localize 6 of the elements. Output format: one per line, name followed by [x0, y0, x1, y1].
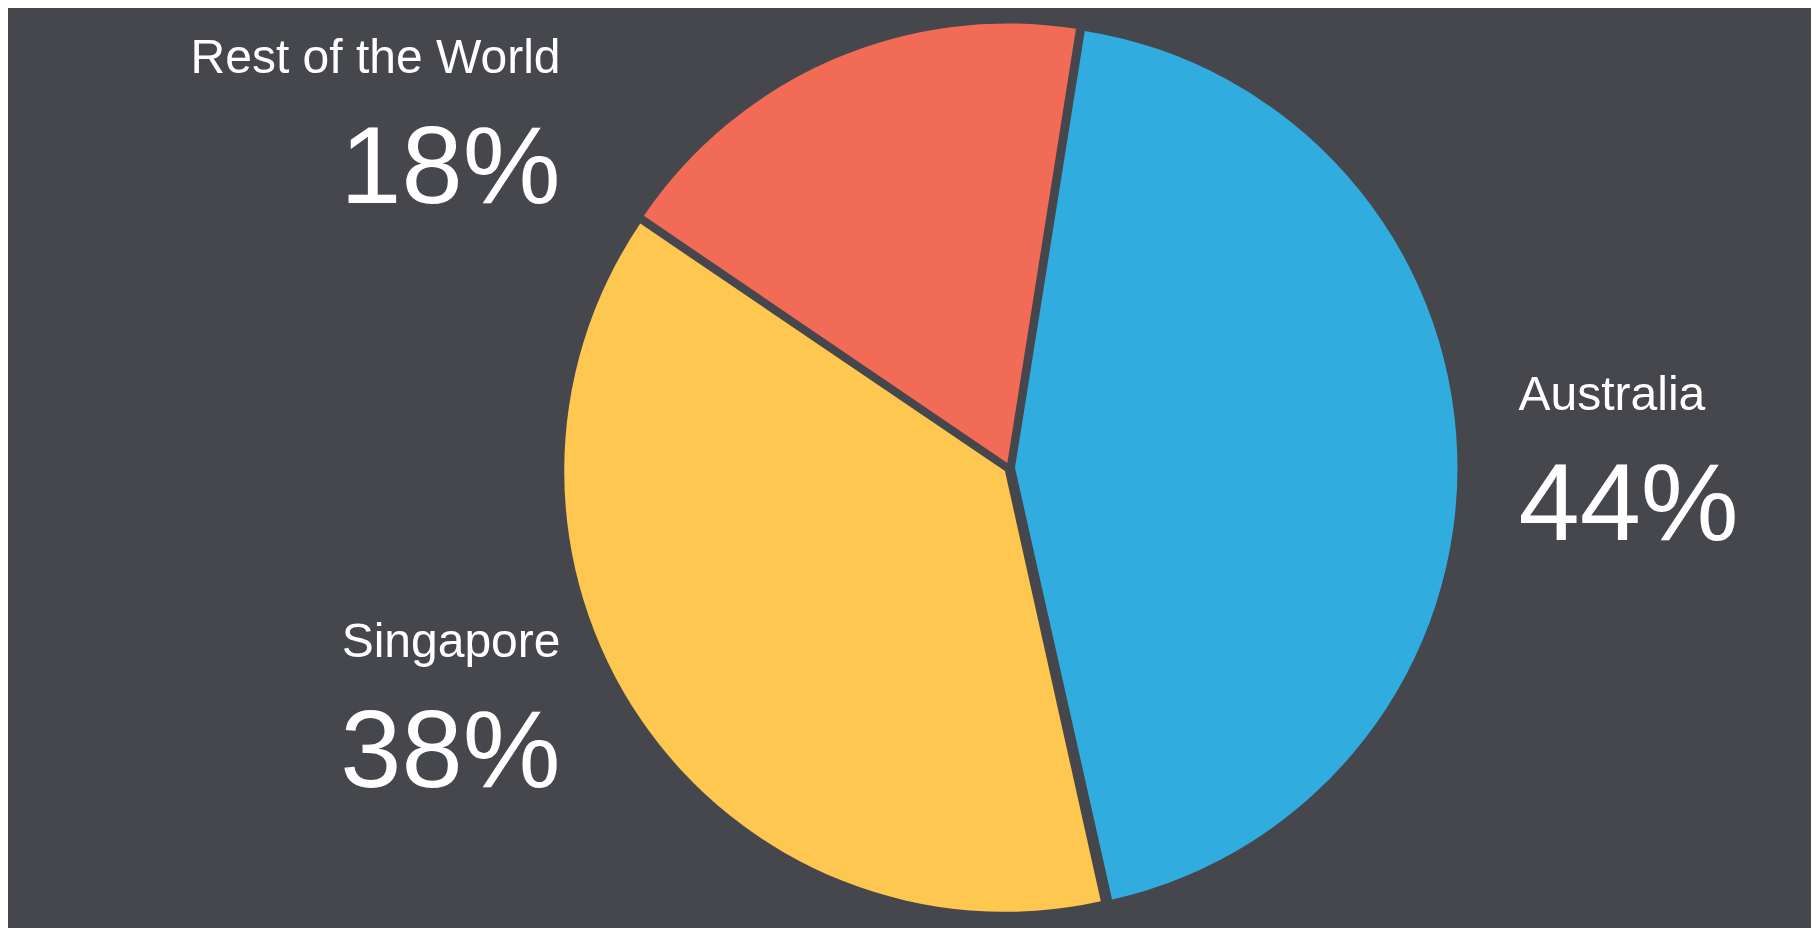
slice-label: Rest of the World [190, 30, 561, 83]
data-label: 44% [1518, 439, 1739, 563]
data-label: 38% [340, 687, 561, 811]
data-label: 18% [340, 103, 561, 226]
slice-label: Australia [1518, 366, 1706, 420]
slice-label: Singapore [341, 614, 561, 668]
